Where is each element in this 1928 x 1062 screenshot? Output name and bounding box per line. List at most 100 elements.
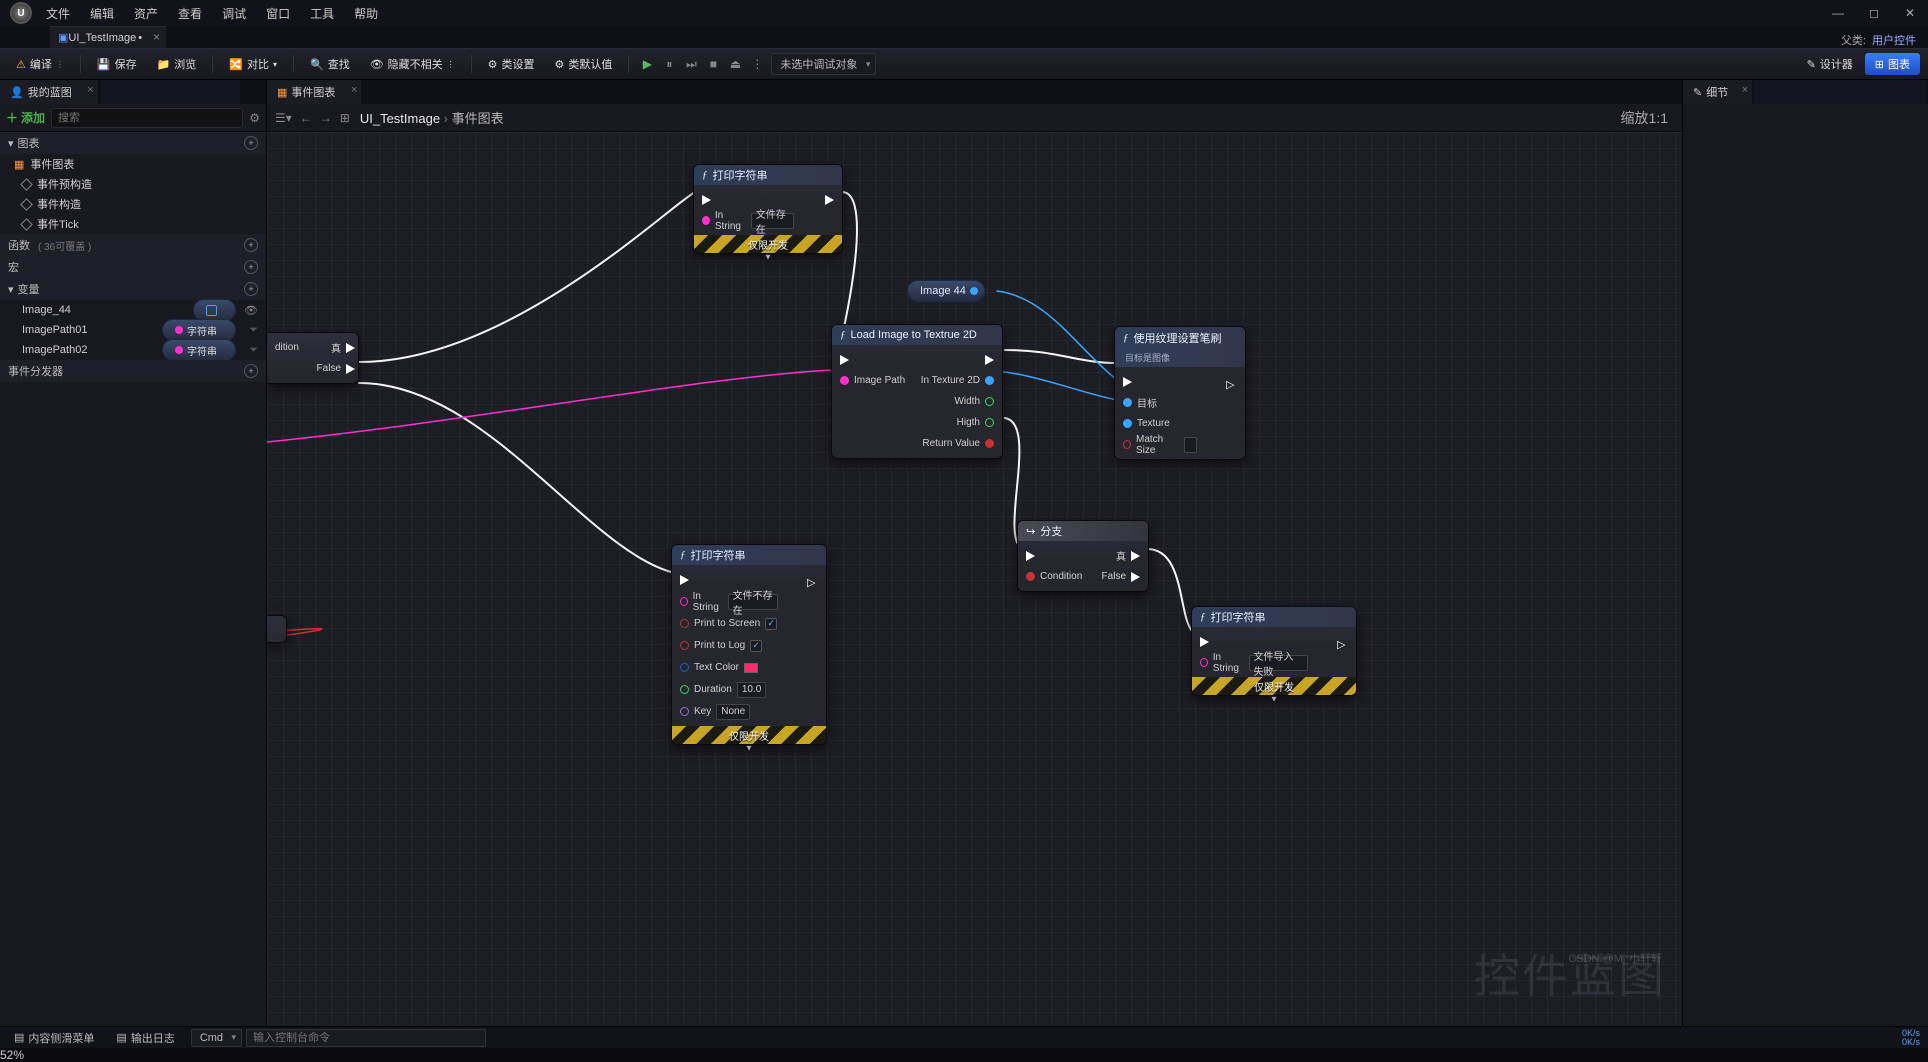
panel-tab-label: 我的蓝图 [28,84,72,100]
blueprint-tree: ▾ 图表+ ▦事件图表 事件预构造 事件构造 事件Tick 函数( 36可覆盖 … [0,132,266,1026]
node-partial-small[interactable] [267,615,287,643]
node-print-string-2[interactable]: ƒ打印字符串 In String文件不存在 Print to Screen✓ P… [671,544,827,745]
graph-mode-button[interactable]: ⊞图表 [1865,53,1920,75]
graph-canvas[interactable]: dition 真 False ƒ打印字符串 In String文件存在 [267,132,1682,1026]
branch-icon: ↪ [1026,525,1035,538]
document-tab[interactable]: ▣ UI_TestImage• × [50,26,166,48]
menu-file[interactable]: 文件 [46,5,70,22]
menu-bar: U 文件 编辑 资产 查看 调试 窗口 工具 帮助 — ◻ ✕ [0,0,1928,26]
event-graph-tab[interactable]: ▦ 事件图表 × [267,80,361,104]
section-variables[interactable]: ▾ 变量+ [0,278,266,300]
breadcrumb[interactable]: UI_TestImage › 事件图表 [360,108,504,127]
eject-button[interactable]: ⏏ [725,54,745,74]
add-function-icon[interactable]: + [244,238,258,252]
skip-button[interactable]: ⏭ [681,54,701,74]
menu-tools[interactable]: 工具 [310,5,334,22]
nav-fit-icon[interactable]: ⊞ [340,111,350,125]
tree-item[interactable]: 事件预构造 [0,174,266,194]
menu-debug[interactable]: 调试 [222,5,246,22]
node-branch-partial[interactable]: dition 真 False [267,332,359,384]
variable-item[interactable]: ImagePath01 字符串 ⏷ [0,320,266,340]
document-tabs: ▣ UI_TestImage• × 父类: 用户控件 [0,26,1928,48]
nav-forward-icon[interactable]: → [320,111,332,125]
node-load-image[interactable]: ƒLoad Image to Textrue 2D Image Path In … [831,324,1003,459]
visibility-icon[interactable]: 👁 [244,304,258,317]
nav-back-icon[interactable]: ← [300,111,312,125]
node-variable-image44[interactable]: Image 44 [907,280,985,302]
checkbox[interactable]: ✓ [750,640,762,652]
settings-icon[interactable]: ⚙ [249,111,260,125]
output-log-button[interactable]: ▤ 输出日志 [110,1030,180,1046]
tab-label: 细节 [1706,84,1728,100]
dev-only-banner: 仅限开发 [672,726,826,744]
details-tab[interactable]: ✎ 细节 × [1683,80,1752,104]
section-dispatchers[interactable]: 事件分发器+ [0,360,266,382]
visibility-icon[interactable]: ⏷ [249,344,258,357]
visibility-icon[interactable]: ⏷ [249,324,258,337]
graph-icon: ▦ [277,86,287,99]
section-functions[interactable]: 函数( 36可覆盖 )+ [0,234,266,256]
console-input[interactable] [246,1029,486,1047]
add-graph-icon[interactable]: + [244,136,258,150]
find-button[interactable]: 🔍查找 [302,52,358,76]
menu-view[interactable]: 查看 [178,5,202,22]
menu-help[interactable]: 帮助 [354,5,378,22]
node-print-string-3[interactable]: ƒ打印字符串 In String文件导入失败 仅限开发 [1191,606,1357,696]
close-icon[interactable]: × [1742,84,1748,96]
diff-button[interactable]: 🔀对比▾ [221,52,285,76]
node-set-brush[interactable]: ƒ使用纹理设置笔刷 目标是图像 目标 Texture Match Size [1114,326,1246,460]
class-defaults-button[interactable]: ⚙类默认值 [547,52,621,76]
my-blueprint-panel: 👤 我的蓝图 × ＋添加 ⚙ ▾ 图表+ ▦事件图表 事件预构造 事件构造 事件… [0,80,267,1026]
node-print-string-1[interactable]: ƒ打印字符串 In String文件存在 仅限开发 [693,164,843,254]
color-swatch[interactable] [744,663,758,673]
designer-mode-button[interactable]: ✎设计器 [1799,52,1861,76]
add-button[interactable]: ＋添加 [6,109,45,126]
parent-class-link[interactable]: 用户控件 [1872,32,1916,48]
dirty-indicator: • [138,32,142,44]
menu-edit[interactable]: 编辑 [90,5,114,22]
close-icon[interactable]: × [351,84,357,96]
add-variable-icon[interactable]: + [244,282,258,296]
content-drawer-button[interactable]: ▤ 内容侧滑菜单 [8,1030,100,1046]
variable-item[interactable]: Image_44 👁 [0,300,266,320]
add-dispatcher-icon[interactable]: + [244,364,258,378]
close-icon[interactable]: × [153,30,160,44]
blueprint-icon: ▣ [58,31,68,44]
search-input[interactable] [51,108,243,128]
play-menu[interactable]: ⋮ [747,54,767,74]
csdn-watermark: CSDN @M_小轩轩 [1568,950,1662,966]
window-close[interactable]: ✕ [1892,0,1928,26]
event-icon [20,198,33,211]
variable-item[interactable]: ImagePath02 字符串 ⏷ [0,340,266,360]
node-branch[interactable]: ↪分支 Condition 真 False [1017,520,1149,592]
window-maximize[interactable]: ◻ [1856,0,1892,26]
output-pin[interactable] [970,287,978,295]
status-bar: ▤ 内容侧滑菜单 ▤ 输出日志 Cmd 0K/s 0K/s [0,1026,1928,1048]
menu-window[interactable]: 窗口 [266,5,290,22]
my-blueprint-tab[interactable]: 👤 我的蓝图 × [0,80,98,104]
menu-asset[interactable]: 资产 [134,5,158,22]
cmd-type-combo[interactable]: Cmd [191,1029,242,1047]
details-icon: ✎ [1693,86,1702,99]
debug-object-combo[interactable]: 未选中调试对象 [771,53,876,75]
window-minimize[interactable]: — [1820,0,1856,26]
save-button[interactable]: 💾保存 [89,52,145,76]
play-button[interactable]: ▶ [637,54,657,74]
class-settings-button[interactable]: ⚙类设置 [480,52,543,76]
stop-button[interactable]: ■ [703,54,723,74]
hide-unrelated-button[interactable]: 👁隐藏不相关⋮ [362,52,463,76]
section-macros[interactable]: 宏+ [0,256,266,278]
dev-only-banner: 仅限开发 [694,235,842,253]
close-icon[interactable]: × [87,84,93,96]
pause-button[interactable]: ⏸ [659,54,679,74]
zoom-indicator: 缩放1:1 [1621,108,1674,128]
tree-item[interactable]: 事件构造 [0,194,266,214]
compile-button[interactable]: ⚠编译⋮ [8,52,72,76]
add-macro-icon[interactable]: + [244,260,258,274]
event-graph-item[interactable]: ▦事件图表 [0,154,266,174]
nav-menu-icon[interactable]: ☰▾ [275,111,292,125]
browse-button[interactable]: 📁浏览 [149,52,205,76]
checkbox[interactable]: ✓ [765,618,777,630]
section-graphs[interactable]: ▾ 图表+ [0,132,266,154]
tree-item[interactable]: 事件Tick [0,214,266,234]
